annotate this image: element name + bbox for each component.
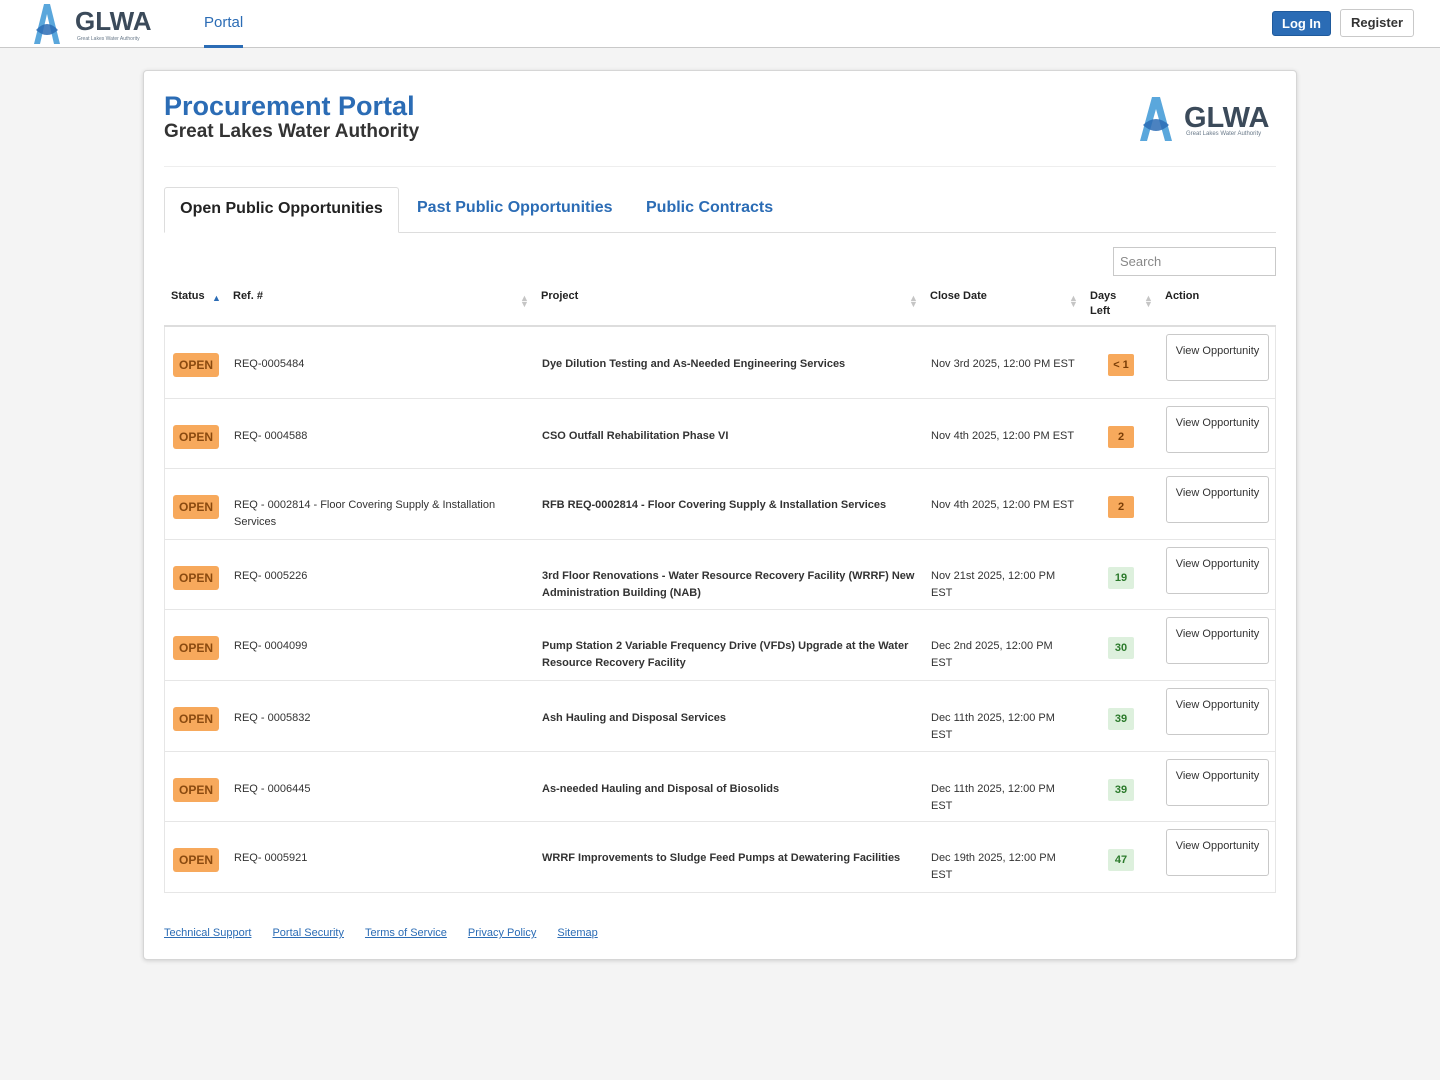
status-badge: OPEN [173,706,219,731]
glwa-logo-large: GLWA Great Lakes Water Authority [1138,93,1278,150]
status-badge: OPEN [173,565,219,590]
view-opportunity-button[interactable]: View Opportunity [1166,617,1269,665]
opportunity-tabs: Open Public Opportunities Past Public Op… [164,187,1276,233]
status-badge: OPEN [173,777,219,802]
svg-text:Great Lakes Water Authority: Great Lakes Water Authority [1186,131,1261,137]
table-row: OPEN REQ- 0004588 CSO Outfall Rehabilita… [165,397,1275,469]
footer-link-privacy-policy[interactable]: Privacy Policy [467,927,537,939]
close-date: Nov 4th 2025, 12:00 PM EST [931,429,1075,442]
svg-text:Great Lakes Water Authority: Great Lakes Water Authority [77,36,140,42]
svg-text:GLWA: GLWA [75,6,152,36]
view-opportunity-button[interactable]: View Opportunity [1166,758,1269,806]
ref-number: REQ-0005484 [234,358,305,370]
footer-links: Technical Support Portal Security Terms of… [164,927,619,939]
project-name: RFB REQ-0002814 - Floor Covering Supply … [542,499,887,512]
close-date: Dec 11th 2025, 12:00 PM EST [931,711,1055,741]
view-opportunity-button[interactable]: View Opportunity [1166,405,1269,453]
footer-link-terms-of-service[interactable]: Terms of Service [364,927,447,939]
tab-open-public-opportunities[interactable]: Open Public Opportunities [164,187,399,233]
project-name: Pump Station 2 Variable Frequency Drive … [542,640,909,670]
table-row: OPEN REQ- 0004099 Pump Station 2 Variabl… [165,609,1275,680]
table-header: Status ▲ Ref. # ▲ ▼ Project ▲ ▼ Close Date… [164,285,1276,327]
sort-icon[interactable]: ▲ ▼ [1144,293,1153,309]
table-row: OPEN REQ - 0002814 - Floor Covering Supp… [165,468,1275,539]
view-opportunity-button[interactable]: View Opportunity [1166,687,1269,735]
sort-icon[interactable]: ▲ ▼ [520,293,529,309]
top-nav: GLWA Great Lakes Water Authority Portal … [0,0,1440,48]
column-header-close-date[interactable]: Close Date [930,290,987,302]
view-opportunity-button[interactable]: View Opportunity [1166,829,1269,877]
ref-number: REQ- 0004588 [234,429,308,442]
page-subtitle: Great Lakes Water Authority [164,121,420,142]
project-name: WRRF Improvements to Sludge Feed Pumps a… [542,852,901,865]
ref-number: REQ- 0004099 [234,640,308,653]
project-name: Ash Hauling and Disposal Services [542,711,727,724]
table-row: OPEN REQ- 0005226 3rd Floor Renovations … [165,538,1275,610]
close-date: Dec 2nd 2025, 12:00 PM EST [931,640,1053,670]
register-button[interactable]: Register [1340,9,1414,37]
project-name: Dye Dilution Testing and As-Needed Engin… [542,358,846,370]
login-button[interactable]: Log In [1272,11,1331,36]
status-badge: OPEN [173,353,219,377]
days-left-badge: < 1 [1108,354,1134,376]
header-divider [164,166,1276,167]
close-date: Nov 4th 2025, 12:00 PM EST [931,499,1075,512]
days-left-badge: 2 [1108,425,1134,448]
days-left-badge: 39 [1108,778,1134,801]
sort-icon[interactable]: ▲ ▼ [909,293,918,309]
days-left-badge: 19 [1108,566,1134,589]
column-header-ref[interactable]: Ref. # [233,290,263,302]
opportunities-table: OPEN REQ-0005484 Dye Dilution Testing an… [164,327,1276,893]
days-left-badge: 47 [1108,849,1134,872]
view-opportunity-button[interactable]: View Opportunity [1166,546,1269,594]
status-badge: OPEN [173,636,219,661]
procurement-card: Procurement Portal Great Lakes Water Aut… [143,70,1297,960]
ref-number: REQ - 0006445 [234,782,311,795]
column-header-status[interactable]: Status [171,290,205,302]
ref-number: REQ- 0005226 [234,569,308,582]
ref-number: REQ- 0005921 [234,852,308,865]
sort-asc-icon[interactable]: ▲ [212,293,221,303]
status-badge: OPEN [173,424,219,449]
search-input[interactable] [1113,247,1276,276]
status-badge: OPEN [173,495,219,520]
table-row: OPEN REQ- 0005921 WRRF Improvements to S… [165,821,1275,892]
close-date: Nov 3rd 2025, 12:00 PM EST [931,358,1075,370]
close-date: Dec 19th 2025, 12:00 PM EST [931,852,1056,882]
view-opportunity-button[interactable]: View Opportunity [1166,476,1269,524]
column-header-days-left[interactable]: Days Left [1090,290,1117,317]
footer-link-portal-security[interactable]: Portal Security [272,927,344,939]
column-header-project[interactable]: Project [541,290,579,302]
days-left-badge: 2 [1108,496,1134,519]
project-name: 3rd Floor Renovations - Water Resource R… [542,569,915,599]
sort-icon[interactable]: ▲ ▼ [1069,293,1078,309]
close-date: Nov 21st 2025, 12:00 PM EST [931,569,1056,599]
footer-link-technical-support[interactable]: Technical Support [164,927,252,939]
days-left-badge: 30 [1108,637,1134,660]
table-row: OPEN REQ - 0005832 Ash Hauling and Dispo… [165,679,1275,751]
column-header-action: Action [1165,290,1200,302]
table-row: OPEN REQ-0005484 Dye Dilution Testing an… [165,327,1275,398]
days-left-badge: 39 [1108,707,1134,730]
page-title: Procurement Portal [164,91,415,121]
tab-public-contracts[interactable]: Public Contracts [646,199,774,216]
glwa-logo[interactable]: GLWA Great Lakes Water Authority [30,0,160,46]
footer-link-sitemap[interactable]: Sitemap [557,927,598,939]
ref-number: REQ - 0002814 - Floor Covering Supply & … [234,499,496,529]
svg-text:GLWA: GLWA [1184,102,1269,134]
table-row: OPEN REQ - 0006445 As-needed Hauling and… [165,750,1275,822]
view-opportunity-button[interactable]: View Opportunity [1166,334,1269,381]
project-name: As-needed Hauling and Disposal of Biosol… [542,782,780,795]
nav-tab-portal[interactable]: Portal [204,0,244,48]
status-badge: OPEN [173,848,219,873]
tab-past-public-opportunities[interactable]: Past Public Opportunities [417,199,613,216]
ref-number: REQ - 0005832 [234,711,311,724]
close-date: Dec 11th 2025, 12:00 PM EST [931,782,1055,812]
project-name: CSO Outfall Rehabilitation Phase VI [542,429,729,442]
